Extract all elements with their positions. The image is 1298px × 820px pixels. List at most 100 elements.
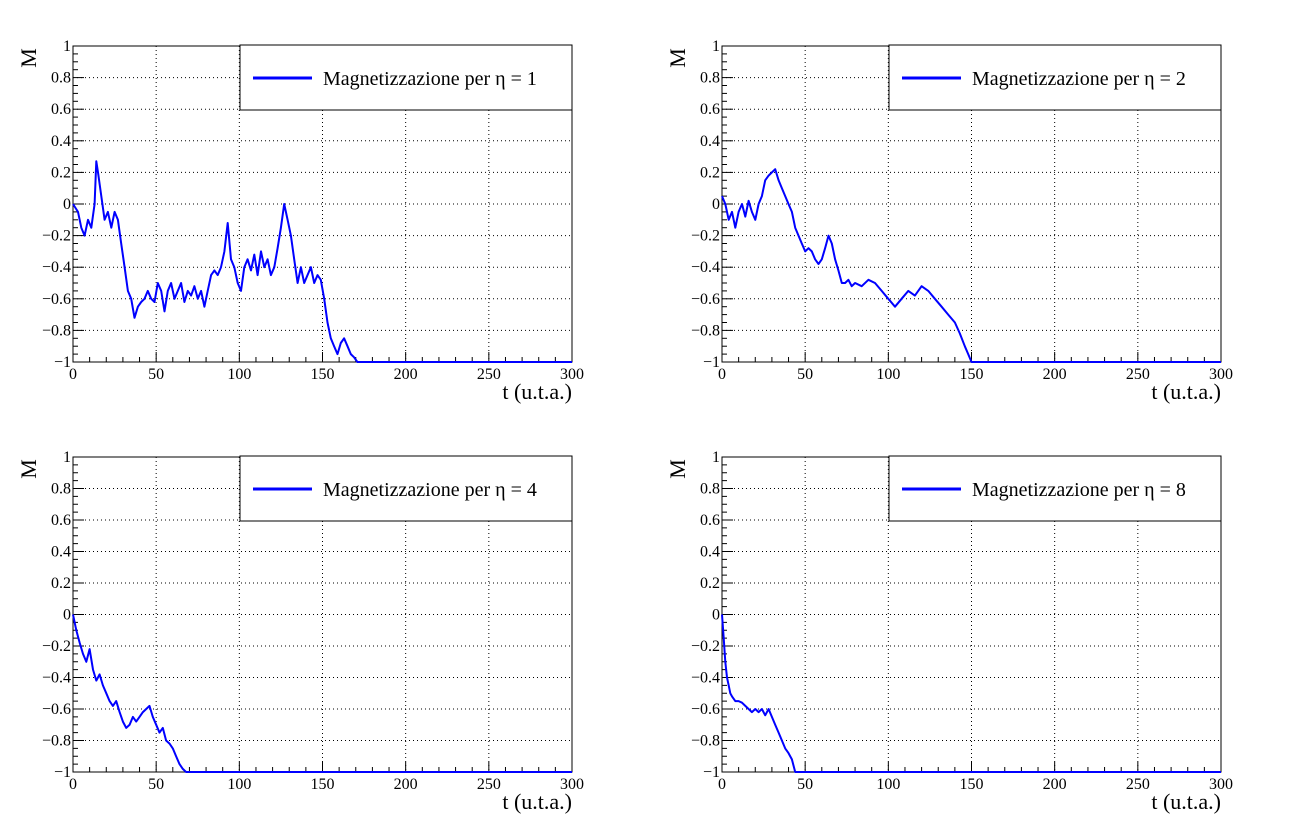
x-axis: 0 50 100 150 200 250 300 (718, 762, 1233, 793)
x-tick-label: 300 (560, 776, 584, 793)
y-tick-label: −0.4 (42, 259, 71, 276)
y-tick-label: −1 (703, 354, 720, 371)
x-tick-label: 200 (1043, 776, 1067, 793)
x-tick-label: 100 (876, 776, 900, 793)
y-tick-label: 0 (712, 607, 720, 624)
x-tick-label: 150 (960, 776, 984, 793)
y-tick-label: −0.6 (42, 701, 71, 718)
y-axis: −1 −0.8 −0.6 −0.4 −0.2 0 0.2 0.4 0.6 0.8 1 (42, 38, 84, 371)
y-axis-title: M (16, 48, 41, 68)
y-tick-label: −0.8 (691, 322, 720, 339)
y-tick-label: 0 (63, 607, 71, 624)
legend: Magnetizzazione per η = 1 (239, 44, 573, 111)
x-tick-label: 150 (960, 366, 984, 383)
x-tick-label: 0 (718, 366, 726, 383)
y-tick-label: 0.6 (51, 512, 71, 529)
x-axis-title: t (u.t.a.) (1151, 379, 1221, 404)
y-tick-label: 0.2 (51, 575, 71, 592)
x-tick-label: 300 (560, 366, 584, 383)
y-tick-label: 0.8 (51, 70, 71, 87)
y-tick-label: −1 (54, 354, 71, 371)
y-tick-label: 0 (63, 196, 71, 213)
y-tick-label: −0.2 (691, 638, 720, 655)
legend: Magnetizzazione per η = 8 (888, 455, 1222, 522)
y-tick-label: 1 (63, 38, 71, 55)
y-axis-title: M (665, 48, 690, 68)
y-tick-label: −0.6 (691, 701, 720, 718)
legend-label: Magnetizzazione per η = 8 (972, 479, 1186, 501)
y-tick-label: −0.8 (691, 733, 720, 750)
y-tick-label: 0.4 (700, 544, 720, 561)
x-tick-label: 100 (227, 366, 251, 383)
y-tick-label: 1 (63, 449, 71, 466)
x-tick-label: 0 (69, 776, 77, 793)
x-tick-label: 200 (394, 366, 418, 383)
x-tick-label: 50 (148, 366, 164, 383)
y-tick-label: 0.2 (51, 164, 71, 181)
y-tick-label: 0.6 (51, 101, 71, 118)
x-tick-label: 250 (477, 776, 501, 793)
x-tick-label: 100 (876, 366, 900, 383)
y-tick-label: 0.6 (700, 101, 720, 118)
legend: Magnetizzazione per η = 2 (888, 44, 1222, 111)
series-line-1 (721, 168, 1221, 363)
legend-label: Magnetizzazione per η = 2 (972, 68, 1186, 90)
y-tick-label: 1 (712, 449, 720, 466)
y-axis: −1 −0.8 −0.6 −0.4 −0.2 0 0.2 0.4 0.6 0.8 1 (691, 38, 733, 371)
chart-panel-1: 0 50 100 150 200 250 300 −1 −0.8 −0.6 −0.4 −0.2 0 0.2… (16, 38, 584, 404)
y-tick-label: −0.6 (42, 291, 71, 308)
y-tick-label: 1 (712, 38, 720, 55)
series-line-1 (72, 160, 572, 363)
y-axis-title: M (16, 459, 41, 479)
x-tick-label: 50 (148, 776, 164, 793)
y-tick-label: −1 (703, 764, 720, 781)
x-axis-title: t (u.t.a.) (1151, 789, 1221, 814)
legend-label: Magnetizzazione per η = 1 (323, 68, 537, 90)
x-axis: 0 50 100 150 200 250 300 (718, 352, 1233, 383)
x-tick-label: 150 (311, 366, 335, 383)
y-tick-label: 0.2 (700, 164, 720, 181)
y-tick-label: 0.4 (700, 133, 720, 150)
x-tick-label: 150 (311, 776, 335, 793)
y-tick-label: 0 (712, 196, 720, 213)
x-axis: 0 50 100 150 200 250 300 (69, 352, 584, 383)
y-tick-label: −0.2 (42, 638, 71, 655)
y-tick-label: −0.4 (691, 670, 720, 687)
y-axis: −1 −0.8 −0.6 −0.4 −0.2 0 0.2 0.4 0.6 0.8 1 (42, 449, 84, 781)
x-tick-label: 250 (477, 366, 501, 383)
x-tick-label: 200 (394, 776, 418, 793)
legend: Magnetizzazione per η = 4 (239, 455, 573, 522)
x-axis-title: t (u.t.a.) (502, 789, 572, 814)
x-tick-label: 250 (1126, 366, 1150, 383)
x-tick-label: 0 (69, 366, 77, 383)
y-axis-title: M (665, 459, 690, 479)
x-tick-label: 250 (1126, 776, 1150, 793)
y-tick-label: −0.6 (691, 291, 720, 308)
chart-panel-2: 0 50 100 150 200 250 300 −1 −0.8 −0.6 −0.4 −0.2 0 0.2… (665, 38, 1233, 404)
x-tick-label: 50 (797, 366, 813, 383)
y-tick-label: 0.8 (700, 70, 720, 87)
y-axis: −1 −0.8 −0.6 −0.4 −0.2 0 0.2 0.4 0.6 0.8 1 (691, 449, 733, 781)
x-tick-label: 200 (1043, 366, 1067, 383)
y-tick-label: −0.4 (691, 259, 720, 276)
chart-panel-3: 0 50 100 150 200 250 300 −1 −0.8 −0.6 −0.4 −0.2 0 0.2… (16, 449, 584, 814)
series-line-1 (721, 614, 1221, 773)
x-tick-label: 300 (1209, 776, 1233, 793)
y-tick-label: 0.4 (51, 544, 71, 561)
x-tick-label: 50 (797, 776, 813, 793)
y-tick-label: −0.8 (42, 322, 71, 339)
y-tick-label: −0.2 (691, 228, 720, 245)
y-tick-label: 0.8 (51, 481, 71, 498)
chart-panel-4: 0 50 100 150 200 250 300 −1 −0.8 −0.6 −0.4 −0.2 0 0.2… (665, 449, 1233, 814)
y-tick-label: 0.2 (700, 575, 720, 592)
x-axis-title: t (u.t.a.) (502, 379, 572, 404)
y-tick-label: 0.8 (700, 481, 720, 498)
x-tick-label: 300 (1209, 366, 1233, 383)
y-tick-label: −0.4 (42, 670, 71, 687)
x-tick-label: 100 (227, 776, 251, 793)
y-tick-label: 0.6 (700, 512, 720, 529)
y-tick-label: 0.4 (51, 133, 71, 150)
y-tick-label: −1 (54, 764, 71, 781)
y-tick-label: −0.8 (42, 733, 71, 750)
